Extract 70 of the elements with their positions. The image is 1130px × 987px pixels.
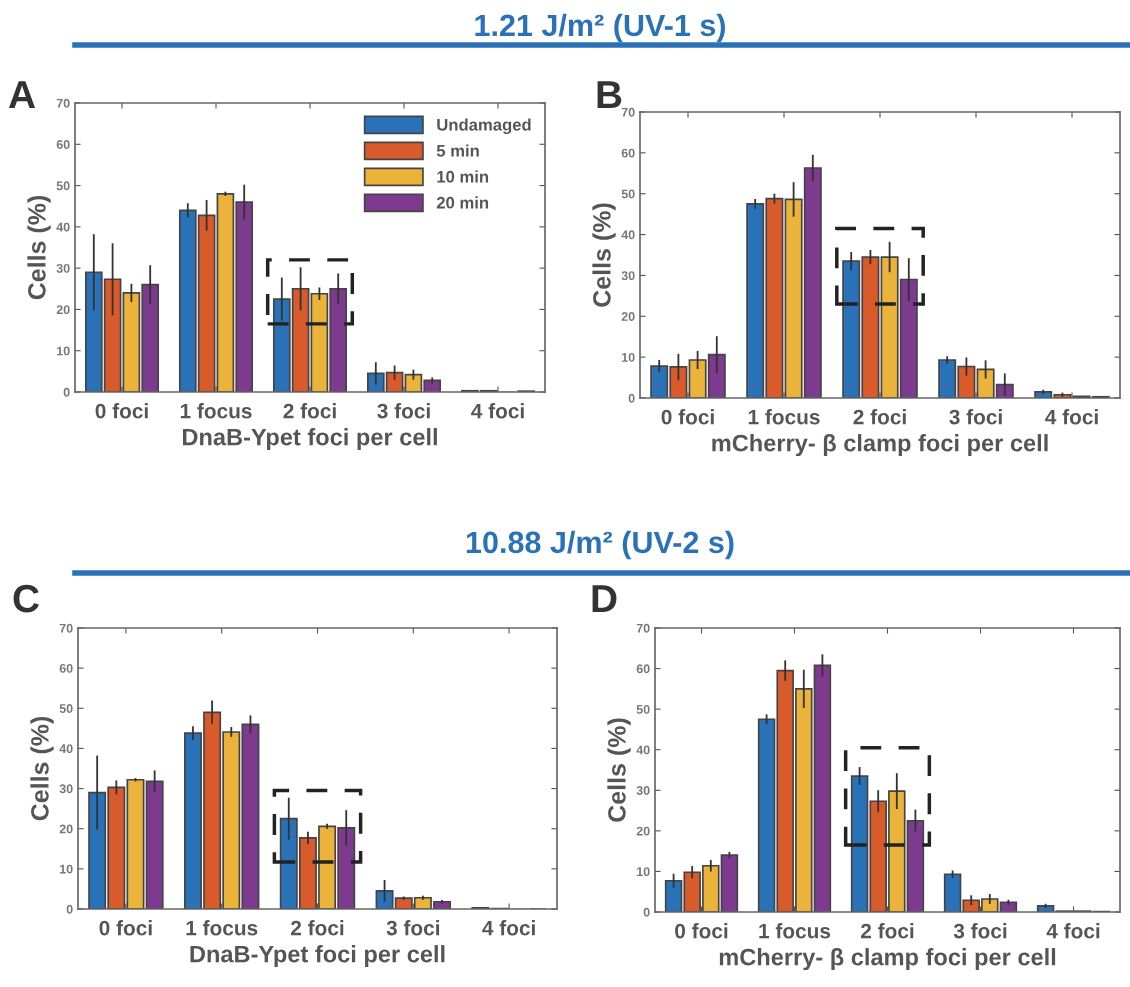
- y-tick-label: 20: [636, 826, 650, 836]
- x-tick-label: 2 foci: [291, 920, 344, 936]
- x-tick-label: 4 foci: [471, 403, 524, 419]
- x-tick-label: 1 focus: [180, 403, 252, 419]
- x-tick-label: 0 foci: [675, 923, 728, 939]
- legend-label: 20 min: [436, 196, 489, 209]
- x-tick-label: 2 foci: [283, 403, 336, 419]
- y-tick-label: 40: [636, 745, 650, 755]
- legend-label: 10 min: [437, 170, 489, 183]
- y-tick-label: 0: [66, 904, 73, 914]
- y-tick-label: 70: [59, 623, 73, 633]
- y-tick-label: 20: [56, 305, 70, 315]
- x-tick-label: 4 foci: [1045, 409, 1098, 425]
- legend-label: Undamaged: [437, 118, 531, 135]
- text: B: [597, 81, 622, 108]
- y-tick-label: 10: [622, 352, 635, 362]
- y-axis-title: Cells (%): [607, 718, 631, 822]
- y-axis-title: Cells (%): [30, 716, 54, 821]
- chart-title: 1.21 J/m² (UV-1 s): [475, 13, 726, 43]
- y-tick-label: 30: [59, 784, 73, 794]
- y-tick-label: 60: [621, 148, 635, 158]
- y-tick-label: 50: [636, 704, 650, 714]
- x-tick-label: 1 focus: [748, 409, 820, 425]
- x-tick-label: 2 foci: [861, 923, 914, 939]
- y-axis-title: Cells (%): [27, 195, 51, 300]
- y-tick-label: 40: [59, 744, 73, 754]
- text: C: [13, 584, 40, 613]
- x-tick-label: 1 focus: [186, 920, 258, 936]
- text: A: [8, 81, 36, 108]
- x-axis-title: DnaB-Ypet foci per cell: [190, 945, 445, 968]
- x-tick-label: 0 foci: [661, 409, 714, 425]
- y-tick-label: 70: [621, 107, 635, 117]
- y-tick-label: 60: [59, 663, 73, 673]
- y-tick-label: 50: [621, 189, 635, 199]
- y-tick-label: 50: [59, 704, 73, 713]
- y-axis-title: Cells (%): [592, 203, 616, 307]
- y-tick-label: 10: [57, 346, 70, 356]
- y-tick-label: 0: [628, 393, 635, 403]
- text: D: [592, 585, 617, 612]
- x-tick-label: 0 foci: [99, 920, 152, 936]
- x-axis-title: DnaB-Ypet foci per cell: [183, 428, 437, 451]
- x-tick-label: 1 focus: [759, 923, 831, 939]
- y-tick-label: 50: [56, 181, 70, 191]
- x-tick-label: 3 foci: [953, 923, 1007, 939]
- y-tick-label: 70: [56, 98, 70, 108]
- x-tick-label: 3 foci: [377, 403, 430, 419]
- y-tick-label: 20: [621, 312, 635, 321]
- y-tick-label: 0: [643, 907, 650, 917]
- y-tick-label: 10: [637, 867, 650, 877]
- y-tick-label: 40: [621, 230, 635, 240]
- y-tick-label: 60: [636, 664, 650, 674]
- x-tick-label: 3 foci: [386, 920, 440, 936]
- x-axis-title: mCherry- β clamp foci per cell: [712, 434, 1048, 457]
- x-axis-title: mCherry- β clamp foci per cell: [719, 948, 1056, 971]
- y-tick-label: 60: [56, 140, 70, 149]
- y-tick-label: 0: [63, 387, 70, 397]
- y-tick-label: 30: [56, 263, 70, 273]
- x-tick-label: 4 foci: [482, 920, 535, 936]
- x-tick-label: 4 foci: [1046, 923, 1100, 939]
- y-tick-label: 30: [636, 786, 650, 795]
- y-tick-label: 20: [59, 824, 73, 834]
- x-tick-label: 3 foci: [949, 409, 1002, 425]
- x-tick-label: 0 foci: [95, 403, 148, 419]
- y-tick-label: 40: [56, 222, 70, 232]
- x-tick-label: 2 foci: [853, 409, 906, 425]
- y-tick-label: 70: [636, 623, 650, 633]
- legend-label: 5 min: [436, 144, 479, 157]
- chart-title: 10.88 J/m² (UV-2 s): [466, 530, 734, 560]
- y-tick-label: 30: [621, 271, 635, 281]
- y-tick-label: 10: [60, 864, 73, 874]
